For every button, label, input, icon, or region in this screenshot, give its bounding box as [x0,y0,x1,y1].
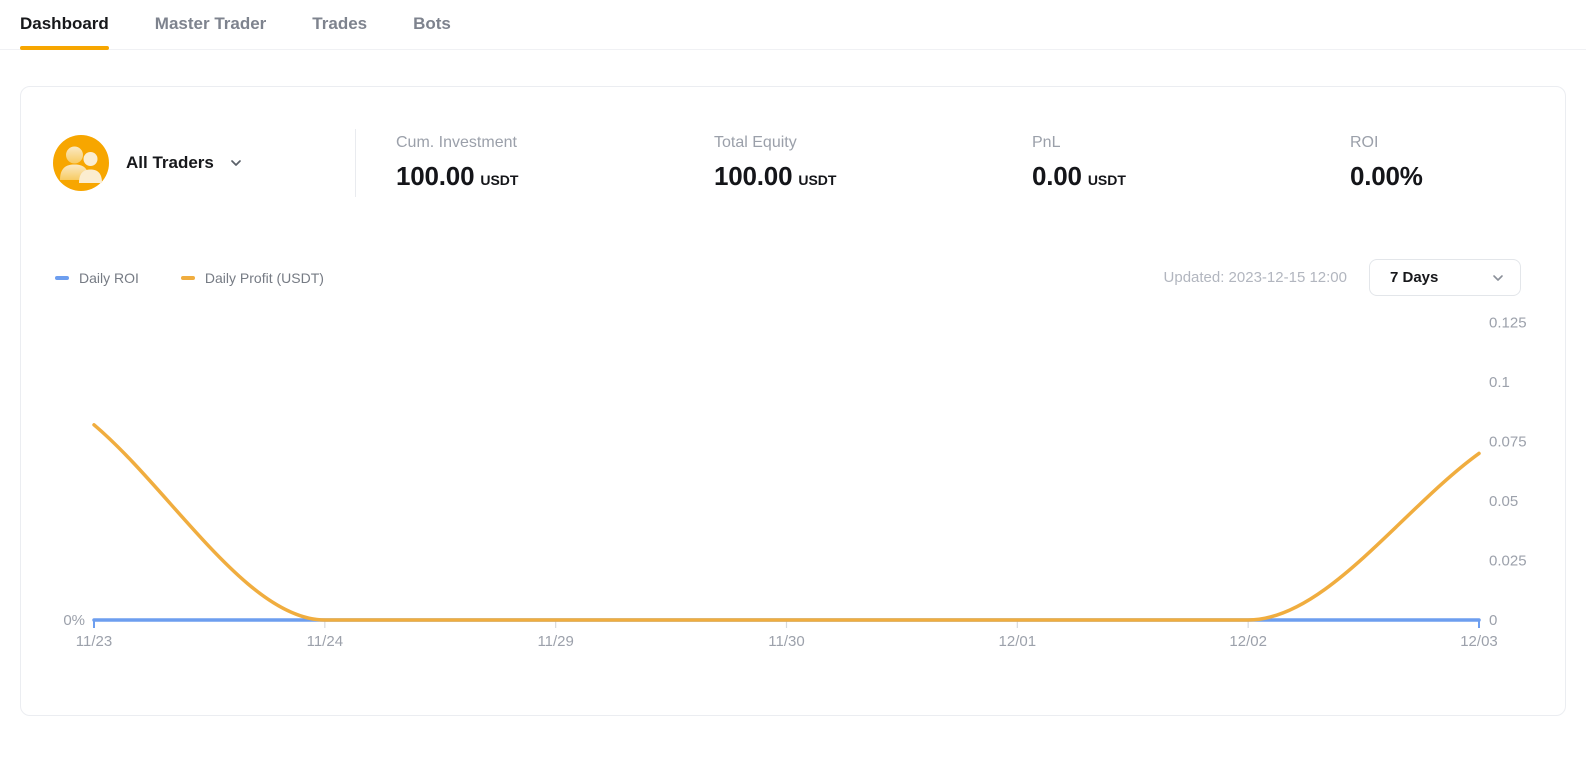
x-axis-tick-label: 11/23 [76,633,112,650]
stat-label: ROI [1350,134,1379,151]
series-line-daily-profit-usdt [92,423,1481,622]
y-axis-tick-label: 0.1 [1489,374,1510,391]
stat-unit: USDT [480,172,519,188]
left-axis-zero-label: 0% [63,612,85,629]
stat-label: Cum. Investment [396,134,517,151]
legend-item-daily-profit-usdt[interactable]: Daily Profit (USDT) [180,269,324,286]
tab-label: Trades [312,14,368,33]
tab-label: Bots [413,14,451,33]
chart-controls: Daily ROI Daily Profit (USDT) Updated: 20… [21,259,1565,296]
tab-label: Master Trader [154,14,267,33]
stat-value: 0.00% [1350,161,1423,191]
x-axis-tick-label: 11/24 [307,633,343,650]
chart-right-controls: Updated: 2023-12-15 12:00 7 Days [1164,259,1521,296]
all-traders-avatar-icon [53,135,109,191]
stat-value: 100.00 [396,161,475,191]
tab-bots[interactable]: Bots [413,14,451,49]
y-axis-tick-label: 0.025 [1489,553,1527,570]
stat-label: PnL [1032,134,1061,151]
x-axis-tick-label: 12/01 [999,633,1037,650]
tab-trades[interactable]: Trades [312,14,367,49]
stat-value: 0.00 [1032,161,1082,191]
copy-trading-dashboard-page: Dashboard Master Trader Trades Bots [0,0,1586,716]
x-axis-tick-label: 11/30 [768,633,804,650]
tab-dashboard[interactable]: Dashboard [20,14,109,50]
x-axis-tick-label: 12/02 [1229,633,1267,650]
legend-label: Daily ROI [79,269,139,286]
stats-row: Cum. Investment 100.00 USDT Total Equity 100… [396,134,1565,192]
y-axis-tick-label: 0 [1489,612,1497,629]
tab-bar: Dashboard Master Trader Trades Bots [0,0,1586,50]
stat-label: Total Equity [714,134,797,151]
x-axis-tick-label: 11/29 [537,633,573,650]
legend-label: Daily Profit (USDT) [204,269,324,286]
chevron-down-icon [228,155,244,171]
stat-roi: ROI 0.00% [1350,134,1565,192]
tab-label: Dashboard [20,14,109,33]
y-axis-tick-label: 0.075 [1489,434,1527,451]
card-header: All Traders Cum. Investment 100.00 USDT Tot… [21,87,1565,197]
roi-profit-chart[interactable]: 0.125 0.1 0.075 0.05 0.025 0 0% 11/23 11/24 11/29… [21,299,1567,679]
chevron-down-icon [1490,270,1506,286]
stat-total-equity: Total Equity 100.00 USDT [714,134,1032,192]
trader-selector-label: All Traders [126,153,214,172]
time-range-value: 7 Days [1390,269,1439,286]
legend-color-dash-icon [55,275,69,280]
chart-legend: Daily ROI Daily Profit (USDT) [55,270,324,286]
tab-master-trader[interactable]: Master Trader [155,14,267,49]
trader-selector[interactable]: All Traders [53,135,355,191]
legend-color-dash-icon [180,275,195,280]
updated-timestamp: Updated: 2023-12-15 12:00 [1163,269,1347,286]
legend-item-daily-roi[interactable]: Daily ROI [55,270,139,286]
x-axis-tick-label: 12/03 [1460,633,1498,650]
stat-value: 100.00 [714,161,793,191]
y-axis-tick-label: 0.125 [1489,315,1527,332]
y-axis-tick-label: 0.05 [1489,493,1518,510]
stat-unit: USDT [798,172,837,188]
dashboard-card: All Traders Cum. Investment 100.00 USDT Tot… [20,86,1566,716]
chart-canvas: 0.125 0.1 0.075 0.05 0.025 0 0% 11/23 11/24 11/29… [63,315,1527,651]
stat-pnl: PnL 0.00 USDT [1032,134,1350,192]
header-divider [355,129,356,197]
time-range-select[interactable]: 7 Days [1369,259,1521,296]
stat-cum-investment: Cum. Investment 100.00 USDT [396,134,714,192]
stat-unit: USDT [1087,172,1126,188]
